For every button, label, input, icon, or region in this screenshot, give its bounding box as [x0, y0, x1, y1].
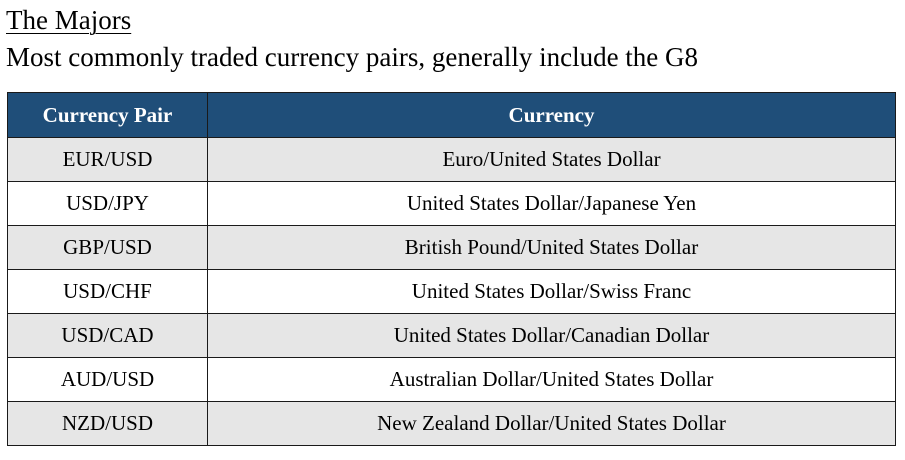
currency-name-cell: New Zealand Dollar/United States Dollar	[207, 401, 896, 446]
table-row: GBP/USD British Pound/United States Doll…	[7, 225, 896, 270]
column-header-currency-pair: Currency Pair	[7, 92, 208, 138]
table-row: USD/CAD United States Dollar/Canadian Do…	[7, 313, 896, 358]
currency-pair-cell: EUR/USD	[7, 137, 208, 182]
table-row: AUD/USD Australian Dollar/United States …	[7, 357, 896, 402]
currency-pair-cell: USD/JPY	[7, 181, 208, 226]
table-row: USD/CHF United States Dollar/Swiss Franc	[7, 269, 896, 314]
table-row: NZD/USD New Zealand Dollar/United States…	[7, 401, 896, 446]
column-header-currency: Currency	[207, 92, 896, 138]
currency-pair-cell: GBP/USD	[7, 225, 208, 270]
table-row: EUR/USD Euro/United States Dollar	[7, 137, 896, 182]
currency-pair-cell: USD/CAD	[7, 313, 208, 358]
currency-name-cell: British Pound/United States Dollar	[207, 225, 896, 270]
currency-pair-cell: USD/CHF	[7, 269, 208, 314]
page-subtitle: Most commonly traded currency pairs, gen…	[6, 42, 699, 72]
currency-pairs-table: Currency Pair Currency EUR/USD Euro/Unit…	[7, 92, 896, 446]
table-header-row: Currency Pair Currency	[7, 92, 896, 138]
currency-name-cell: United States Dollar/Japanese Yen	[207, 181, 896, 226]
currency-name-cell: Australian Dollar/United States Dollar	[207, 357, 896, 402]
currency-pair-cell: NZD/USD	[7, 401, 208, 446]
currency-name-cell: United States Dollar/Swiss Franc	[207, 269, 896, 314]
currency-name-cell: United States Dollar/Canadian Dollar	[207, 313, 896, 358]
currency-pair-cell: AUD/USD	[7, 357, 208, 402]
page-title: The Majors	[6, 5, 132, 35]
currency-name-cell: Euro/United States Dollar	[207, 137, 896, 182]
table-row: USD/JPY United States Dollar/Japanese Ye…	[7, 181, 896, 226]
